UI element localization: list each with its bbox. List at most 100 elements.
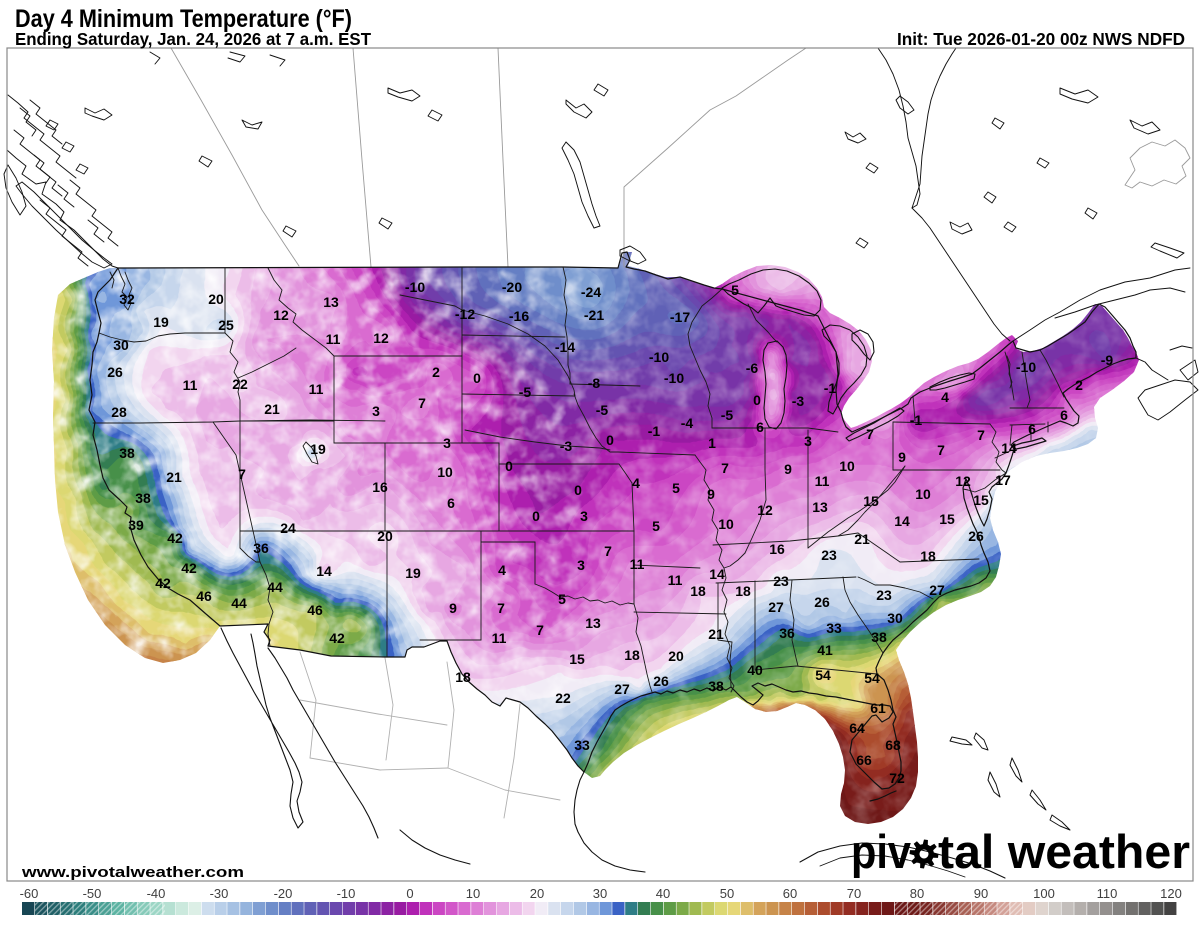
svg-text:20: 20 <box>530 886 544 901</box>
svg-text:0: 0 <box>473 370 481 386</box>
svg-text:11: 11 <box>668 572 683 588</box>
svg-text:42: 42 <box>329 630 345 646</box>
svg-text:-5: -5 <box>519 384 532 400</box>
svg-text:30: 30 <box>113 337 129 353</box>
svg-text:13: 13 <box>585 615 601 631</box>
svg-text:0: 0 <box>574 482 582 498</box>
svg-text:18: 18 <box>920 548 936 564</box>
svg-text:9: 9 <box>707 486 715 502</box>
svg-text:-1: -1 <box>824 380 837 396</box>
svg-text:11: 11 <box>326 331 341 347</box>
svg-text:9: 9 <box>449 600 457 616</box>
svg-text:80: 80 <box>910 886 924 901</box>
svg-text:3: 3 <box>580 508 588 524</box>
svg-text:-16: -16 <box>509 308 529 324</box>
svg-text:21: 21 <box>708 626 724 642</box>
svg-text:42: 42 <box>155 575 171 591</box>
svg-text:19: 19 <box>405 565 421 581</box>
svg-text:Ending Saturday, Jan. 24, 2026: Ending Saturday, Jan. 24, 2026 at 7 a.m.… <box>15 29 371 49</box>
svg-text:-8: -8 <box>588 375 601 391</box>
svg-text:18: 18 <box>455 669 471 685</box>
svg-text:23: 23 <box>821 547 837 563</box>
svg-text:7: 7 <box>497 600 505 616</box>
svg-text:11: 11 <box>630 556 645 572</box>
svg-text:12: 12 <box>757 502 773 518</box>
svg-text:19: 19 <box>310 441 326 457</box>
svg-text:www.pivotalweather.com: www.pivotalweather.com <box>21 864 244 881</box>
svg-text:10: 10 <box>437 464 453 480</box>
svg-text:2: 2 <box>1075 377 1083 393</box>
svg-text:Init: Tue 2026-01-20 00z NWS N: Init: Tue 2026-01-20 00z NWS NDFD <box>897 29 1185 49</box>
svg-text:Day 4 Minimum Temperature (°F): Day 4 Minimum Temperature (°F) <box>15 5 352 33</box>
svg-text:7: 7 <box>536 622 544 638</box>
svg-text:68: 68 <box>885 737 901 753</box>
svg-text:-50: -50 <box>83 886 102 901</box>
svg-text:18: 18 <box>690 583 706 599</box>
svg-text:39: 39 <box>128 517 144 533</box>
svg-text:36: 36 <box>779 625 795 641</box>
svg-text:12: 12 <box>955 473 971 489</box>
svg-text:32: 32 <box>119 291 135 307</box>
svg-text:18: 18 <box>735 583 751 599</box>
svg-text:12: 12 <box>373 330 389 346</box>
svg-text:0: 0 <box>532 508 540 524</box>
svg-text:54: 54 <box>815 667 831 683</box>
svg-text:26: 26 <box>814 594 830 610</box>
svg-text:10: 10 <box>466 886 480 901</box>
svg-text:26: 26 <box>653 673 669 689</box>
svg-text:-3: -3 <box>560 438 573 454</box>
svg-text:-24: -24 <box>581 284 601 300</box>
svg-text:13: 13 <box>812 499 828 515</box>
svg-text:70: 70 <box>847 886 861 901</box>
svg-text:54: 54 <box>864 670 880 686</box>
svg-text:11: 11 <box>309 381 324 397</box>
svg-text:30: 30 <box>887 610 903 626</box>
svg-text:19: 19 <box>153 314 169 330</box>
svg-text:18: 18 <box>624 647 640 663</box>
svg-text:-60: -60 <box>20 886 39 901</box>
svg-text:27: 27 <box>768 599 784 615</box>
svg-text:-1: -1 <box>648 423 661 439</box>
svg-text:6: 6 <box>1028 421 1036 437</box>
svg-text:66: 66 <box>856 752 872 768</box>
svg-text:7: 7 <box>604 543 612 559</box>
svg-text:42: 42 <box>181 560 197 576</box>
svg-text:-17: -17 <box>670 309 690 325</box>
svg-text:-1: -1 <box>910 412 923 428</box>
svg-text:7: 7 <box>977 427 985 443</box>
svg-text:90: 90 <box>974 886 988 901</box>
svg-text:15: 15 <box>973 492 989 508</box>
svg-text:10: 10 <box>839 458 855 474</box>
svg-text:11: 11 <box>492 630 507 646</box>
svg-text:2: 2 <box>432 364 440 380</box>
svg-text:-14: -14 <box>555 339 575 355</box>
svg-text:15: 15 <box>863 493 879 509</box>
svg-text:38: 38 <box>135 490 151 506</box>
svg-text:-30: -30 <box>210 886 229 901</box>
svg-text:27: 27 <box>929 582 945 598</box>
svg-text:36: 36 <box>253 540 269 556</box>
svg-text:3: 3 <box>804 433 812 449</box>
svg-text:7: 7 <box>238 466 246 482</box>
svg-text:-9: -9 <box>1101 352 1114 368</box>
svg-text:7: 7 <box>721 460 729 476</box>
svg-text:11: 11 <box>183 377 198 393</box>
svg-text:-10: -10 <box>649 349 669 365</box>
svg-text:16: 16 <box>769 541 785 557</box>
svg-text:60: 60 <box>783 886 797 901</box>
svg-text:4: 4 <box>941 389 949 405</box>
svg-text:-3: -3 <box>792 393 805 409</box>
svg-text:1: 1 <box>708 435 716 451</box>
svg-text:-12: -12 <box>455 306 475 322</box>
svg-text:11: 11 <box>815 473 830 489</box>
svg-text:7: 7 <box>937 442 945 458</box>
svg-text:tal weather: tal weather <box>938 825 1190 878</box>
svg-text:33: 33 <box>826 620 842 636</box>
svg-text:0: 0 <box>406 886 413 901</box>
svg-text:22: 22 <box>555 690 571 706</box>
svg-text:44: 44 <box>231 595 247 611</box>
svg-text:38: 38 <box>708 678 724 694</box>
svg-text:-10: -10 <box>337 886 356 901</box>
svg-text:110: 110 <box>1097 886 1118 901</box>
svg-text:9: 9 <box>784 461 792 477</box>
